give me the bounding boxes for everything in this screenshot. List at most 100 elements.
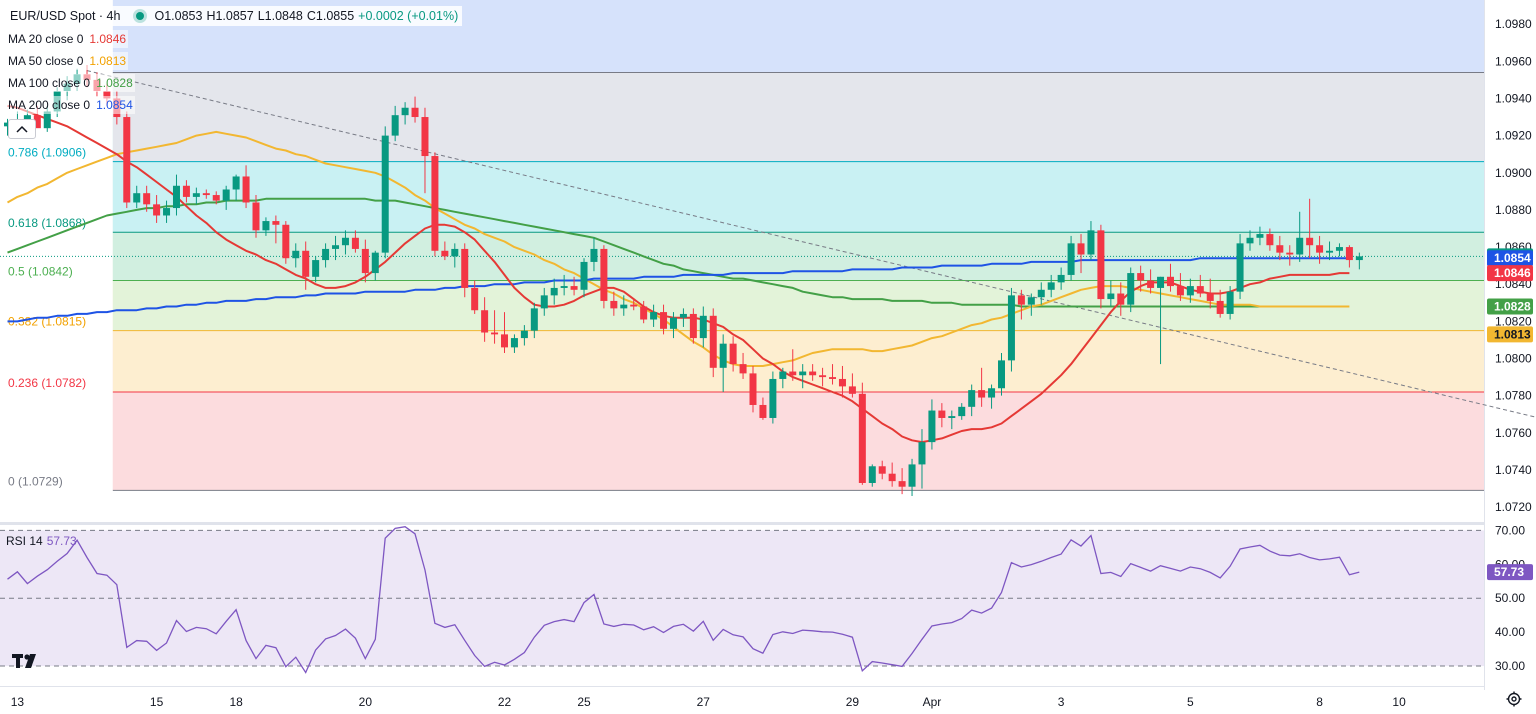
price-tick-label: 1.0720 [1495, 500, 1532, 514]
candle [679, 308, 687, 327]
candle-body [789, 371, 797, 376]
candle-body [43, 111, 51, 129]
candle-body [123, 117, 131, 203]
candle-body [1206, 293, 1214, 301]
candle-body [23, 115, 31, 121]
ma50-value: 1.0813 [89, 54, 127, 68]
candle [411, 96, 419, 123]
candle [431, 152, 439, 257]
rsi-label: RSI 14 [6, 534, 43, 548]
candle-body [1216, 300, 1224, 314]
candle-body [1127, 273, 1135, 305]
fib-label-6: 0 (1.0729) [8, 474, 63, 488]
price-badge-bg [1487, 298, 1533, 315]
candle [1067, 235, 1075, 281]
symbol-title[interactable]: EUR/USD Spot · 4h [10, 9, 121, 23]
fib-label-4: 0.382 (1.0815) [8, 315, 86, 329]
price-badge-bg [1487, 326, 1533, 343]
candle-body [431, 156, 439, 251]
candle-body [1077, 243, 1085, 255]
time-tick-label: 20 [359, 695, 373, 709]
candle-body [1326, 250, 1334, 253]
close-value: C1.0855 [306, 9, 355, 23]
candle [848, 373, 856, 398]
candle-body [411, 107, 419, 118]
collapse-chevron-icon [16, 125, 28, 133]
candle [451, 243, 459, 268]
candle [222, 185, 230, 210]
candle [252, 195, 260, 238]
candle-body [858, 393, 866, 483]
ma50-legend[interactable]: MA 50 close 0 1.0813 [6, 52, 129, 70]
candle-body [819, 375, 827, 378]
candle-body [799, 371, 807, 376]
candle [1355, 252, 1363, 270]
price-tick-label: 1.0880 [1495, 203, 1532, 217]
candle-body [1097, 230, 1105, 300]
rsi-legend[interactable]: RSI 14 57.73 [6, 534, 77, 548]
candle-body [381, 135, 389, 253]
ma100-value: 1.0828 [96, 76, 133, 90]
fib-band-4 [112, 330, 1485, 392]
candle-body [1157, 276, 1165, 288]
candle-body [371, 252, 379, 274]
tradingview-logo-icon[interactable] [12, 652, 40, 670]
candle [600, 245, 608, 309]
rsi-value: 57.73 [46, 534, 77, 548]
ma20-line [7, 104, 1350, 444]
candle-body [182, 185, 190, 197]
candle [441, 241, 449, 261]
candle-body [948, 416, 956, 418]
settings-gear-icon[interactable] [1505, 690, 1523, 708]
candle-body [699, 315, 707, 339]
collapse-legend-button[interactable] [8, 119, 36, 139]
ma20-legend[interactable]: MA 20 close 0 1.0846 [6, 30, 129, 48]
ma100-legend[interactable]: MA 100 close 0 1.0828 [6, 74, 135, 92]
price-tick-label: 1.0740 [1495, 463, 1532, 477]
symbol-legend[interactable]: EUR/USD Spot · 4h O1.0853 H1.0857 L1.084… [6, 6, 463, 26]
candle [1196, 274, 1204, 298]
candle [550, 278, 558, 305]
ma200-legend[interactable]: MA 200 close 0 1.0854 [6, 96, 135, 114]
candle-body [292, 250, 300, 259]
candle-body [501, 334, 508, 348]
candle-body [838, 378, 846, 387]
candle [878, 460, 886, 480]
time-tick-label: 10 [1392, 695, 1406, 709]
price-tick-label: 1.0980 [1495, 17, 1532, 31]
candle [650, 304, 658, 327]
candle [272, 215, 280, 244]
candle-body [1057, 274, 1065, 283]
candle [998, 352, 1005, 396]
ma200-line [7, 257, 1350, 323]
candle-body [809, 371, 817, 376]
candle [660, 304, 668, 335]
candle-body [1316, 245, 1324, 253]
candle-body [540, 295, 548, 309]
high-value: H1.0857 [206, 9, 254, 23]
candle-body [1335, 247, 1343, 251]
candle-body [1236, 243, 1244, 292]
candle [212, 191, 220, 205]
candle-body [143, 193, 151, 205]
candle [1206, 278, 1214, 309]
candle [202, 189, 210, 199]
candle-body [252, 202, 260, 231]
candle [938, 403, 946, 428]
candle-body [640, 306, 648, 320]
candle [530, 302, 538, 339]
candle [312, 256, 320, 283]
candle-body [998, 360, 1005, 389]
candle [928, 399, 936, 450]
candle [978, 367, 986, 407]
time-tick-label: 18 [229, 695, 243, 709]
candle [1007, 287, 1015, 372]
candle-body [33, 115, 41, 129]
candle-body [202, 193, 210, 196]
candle [968, 384, 976, 417]
candle-body [1117, 293, 1125, 305]
candle [491, 310, 499, 344]
price-badge-bg [1487, 250, 1533, 267]
